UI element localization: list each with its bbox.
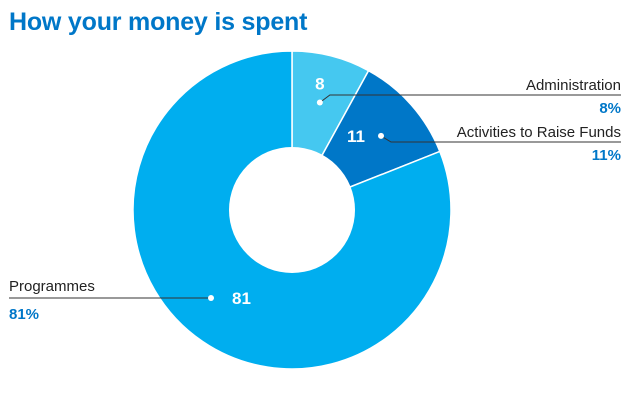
leader-line-administration [319,94,621,103]
leader-dot-administration [316,99,323,106]
slice-percent-administration: 8% [599,100,621,117]
labels-layer: 8 Administration 8% 11 Activities to Raise F… [9,75,621,323]
slice-percent-activities-to-raise-funds: 11% [592,147,621,164]
slice-value-administration: 8 [315,75,324,94]
slice-value-activities-to-raise-funds: 11 [347,127,365,146]
leader-dot-programmes [208,295,214,301]
slice-value-programmes: 81 [232,289,251,308]
chart-title: How your money is spent [9,8,308,36]
slice-name-activities-to-raise-funds: Activities to Raise Funds [457,124,621,141]
slice-percent-programmes: 81% [9,306,39,323]
slice-name-administration: Administration [526,77,621,94]
leader-dot-activities-to-raise-funds [378,132,385,139]
slice-name-programmes: Programmes [9,278,95,295]
leader-line-activities-to-raise-funds [380,135,621,143]
donut-hole [229,147,355,273]
